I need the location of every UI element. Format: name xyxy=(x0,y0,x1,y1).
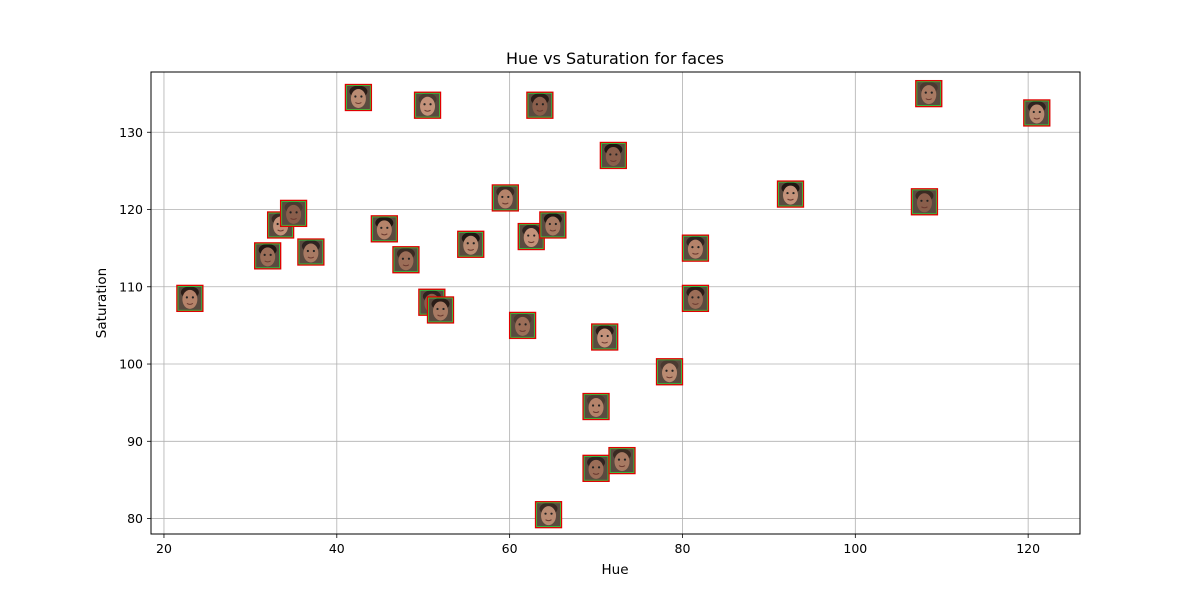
data-point xyxy=(591,323,619,351)
data-point xyxy=(681,234,710,262)
x-tick-label: 60 xyxy=(502,541,518,556)
data-point xyxy=(681,284,710,313)
data-point xyxy=(344,83,373,112)
x-axis-label: Hue xyxy=(601,562,628,578)
data-point xyxy=(910,188,939,216)
data-point xyxy=(582,392,610,421)
data-point xyxy=(457,230,485,258)
data-point xyxy=(392,246,420,274)
y-tick-label: 100 xyxy=(119,357,143,372)
chart-title: Hue vs Saturation for faces xyxy=(506,49,724,68)
y-axis: 80 90 100 110 120 130 xyxy=(119,125,151,526)
data-point xyxy=(370,215,398,243)
y-tick-label: 80 xyxy=(127,511,143,526)
y-tick-label: 120 xyxy=(119,202,143,217)
data-point xyxy=(655,358,684,386)
x-tick-label: 120 xyxy=(1016,541,1040,556)
y-tick-label: 90 xyxy=(127,434,143,449)
data-point xyxy=(279,199,308,228)
data-point xyxy=(254,242,282,270)
data-point xyxy=(1023,99,1051,127)
data-point xyxy=(297,238,325,266)
data-point xyxy=(599,141,627,170)
data-point xyxy=(426,296,455,324)
data-point xyxy=(508,311,537,340)
x-tick-label: 100 xyxy=(843,541,867,556)
plot-frame xyxy=(150,71,1081,535)
x-tick-label: 20 xyxy=(156,541,172,556)
data-point xyxy=(534,501,563,529)
y-tick-label: 130 xyxy=(119,125,143,140)
x-tick-label: 40 xyxy=(329,541,345,556)
data-point xyxy=(608,446,636,475)
data-point xyxy=(413,91,442,119)
data-point xyxy=(582,454,610,482)
data-point xyxy=(539,211,567,239)
data-point xyxy=(776,180,805,208)
data-point xyxy=(491,184,519,212)
data-point xyxy=(915,79,943,108)
data-point xyxy=(176,284,204,313)
x-tick-label: 80 xyxy=(675,541,691,556)
y-tick-label: 110 xyxy=(119,279,143,294)
y-axis-label: Saturation xyxy=(94,268,110,338)
data-points xyxy=(176,79,1051,529)
data-point xyxy=(517,222,545,251)
data-point xyxy=(526,91,554,119)
x-axis: 20 40 60 80 100 120 xyxy=(156,534,1040,556)
